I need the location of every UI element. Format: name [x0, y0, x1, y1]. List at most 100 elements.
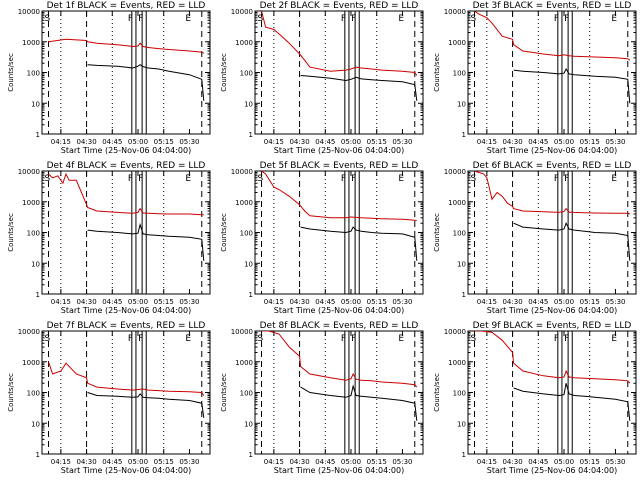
series-lld-line — [474, 331, 631, 384]
y-tick-label: 10 — [244, 420, 253, 428]
x-tick-label: 04:45 — [315, 458, 335, 466]
y-tick-label: 10 — [31, 260, 40, 268]
series-lld-line — [474, 171, 630, 215]
x-tick-label: 05:00 — [128, 138, 148, 146]
y-axis-label: Counts/sec — [7, 373, 15, 412]
x-axis-label: Start Time (25-Nov-06 04:04:00) — [487, 306, 617, 315]
y-tick-label: 1 — [249, 291, 253, 299]
y-tick-label: 1 — [36, 131, 40, 139]
y-axis-label: Counts/sec — [7, 213, 15, 252]
y-tick-label: 1000 — [448, 39, 466, 47]
y-tick-label: 10000 — [231, 328, 253, 336]
y-tick-label: 100 — [27, 70, 40, 78]
x-tick-label: 04:30 — [76, 298, 96, 306]
panel-title: Det 3f BLACK = Events, RED = LLD — [473, 1, 632, 11]
y-tick-label: 1000 — [235, 199, 253, 207]
marker-label: S — [258, 174, 264, 184]
plot-frame — [41, 330, 211, 455]
plot-frame — [467, 330, 637, 455]
plot-frame — [41, 10, 211, 135]
x-tick-label: 04:45 — [102, 138, 122, 146]
panel-det-2: Det 2f BLACK = Events, RED = LLD 1 10 100 10… — [220, 1, 424, 155]
x-tick-label: 04:45 — [528, 458, 548, 466]
series-events-line — [513, 221, 631, 261]
series-lld-line — [48, 361, 205, 396]
y-tick-label: 1000 — [235, 359, 253, 367]
marker-label: E — [398, 334, 404, 344]
y-tick-label: 10 — [457, 420, 466, 428]
y-axis-label: Counts/sec — [220, 373, 228, 412]
panel-det-5: Det 5f BLACK = Events, RED = LLD 1 10 100 10… — [220, 161, 424, 315]
x-tick-label: 05:15 — [154, 298, 174, 306]
x-tick-label: 05:30 — [392, 138, 412, 146]
x-tick-label: 04:30 — [502, 298, 522, 306]
marker-label: S — [471, 14, 477, 24]
y-tick-label: 100 — [240, 70, 253, 78]
y-tick-label: 100 — [27, 390, 40, 398]
series-events-line — [87, 222, 205, 261]
plot-frame — [41, 170, 211, 295]
y-tick-label: 10 — [244, 100, 253, 108]
y-tick-label: 1000 — [448, 359, 466, 367]
marker-label: F — [351, 334, 356, 344]
x-axis-label: Start Time (25-Nov-06 04:04:00) — [274, 466, 404, 475]
y-axis-label: Counts/sec — [220, 53, 228, 92]
x-tick-label: 04:30 — [76, 458, 96, 466]
x-axis-label: Start Time (25-Nov-06 04:04:00) — [61, 146, 191, 155]
panel-title: Det 4f BLACK = Events, RED = LLD — [47, 161, 206, 171]
marker-label: F — [341, 174, 346, 184]
y-tick-label: 1 — [462, 131, 466, 139]
x-tick-label: 04:30 — [502, 458, 522, 466]
panel-title: Det 5f BLACK = Events, RED = LLD — [260, 161, 419, 171]
panel-title: Det 7f BLACK = Events, RED = LLD — [47, 321, 206, 331]
x-tick-label: 05:15 — [154, 138, 174, 146]
series-events-line — [87, 392, 205, 418]
panel-det-3: Det 3f BLACK = Events, RED = LLD 1 10 100 10… — [433, 1, 637, 155]
x-tick-label: 05:00 — [341, 138, 361, 146]
x-tick-label: 04:45 — [102, 458, 122, 466]
y-tick-label: 10000 — [18, 328, 40, 336]
x-tick-label: 05:30 — [605, 458, 625, 466]
x-tick-label: 04:15 — [51, 138, 71, 146]
marker-label: F — [341, 334, 346, 344]
y-tick-label: 1000 — [22, 359, 40, 367]
y-tick-label: 1 — [249, 451, 253, 459]
marker-label: E — [398, 14, 404, 24]
y-tick-label: 1 — [249, 131, 253, 139]
series-lld-line — [48, 172, 204, 216]
marker-label: S — [258, 334, 264, 344]
panel-det-9: Det 9f BLACK = Events, RED = LLD 1 10 100 10… — [433, 321, 637, 475]
x-tick-label: 04:15 — [477, 138, 497, 146]
x-tick-label: 04:30 — [289, 458, 309, 466]
x-tick-label: 04:15 — [264, 458, 284, 466]
series-events-line — [87, 64, 205, 101]
x-tick-label: 05:30 — [179, 298, 199, 306]
series-lld-line — [261, 171, 417, 222]
marker-label: F — [138, 174, 143, 184]
x-tick-label: 04:30 — [289, 298, 309, 306]
marker-label: S — [471, 174, 477, 184]
y-tick-label: 10000 — [18, 168, 40, 176]
x-tick-label: 05:15 — [580, 298, 600, 306]
y-tick-label: 10 — [457, 260, 466, 268]
y-axis-label: Counts/sec — [220, 213, 228, 252]
y-tick-label: 10 — [31, 100, 40, 108]
y-tick-label: 10000 — [444, 168, 466, 176]
marker-label: E — [611, 334, 617, 344]
marker-label: S — [45, 174, 51, 184]
marker-label: F — [554, 334, 559, 344]
marker-label: F — [554, 14, 559, 24]
series-events-line — [300, 384, 418, 421]
x-tick-label: 05:30 — [605, 298, 625, 306]
marker-label: F — [128, 14, 133, 24]
x-tick-label: 05:00 — [341, 298, 361, 306]
y-tick-label: 100 — [453, 390, 466, 398]
y-tick-label: 10 — [31, 420, 40, 428]
y-axis-label: Counts/sec — [433, 213, 441, 252]
series-lld-line — [261, 11, 418, 76]
marker-label: F — [554, 174, 559, 184]
x-axis-label: Start Time (25-Nov-06 04:04:00) — [61, 466, 191, 475]
x-tick-label: 05:15 — [367, 138, 387, 146]
marker-label: E — [185, 14, 191, 24]
marker-label: F — [564, 174, 569, 184]
